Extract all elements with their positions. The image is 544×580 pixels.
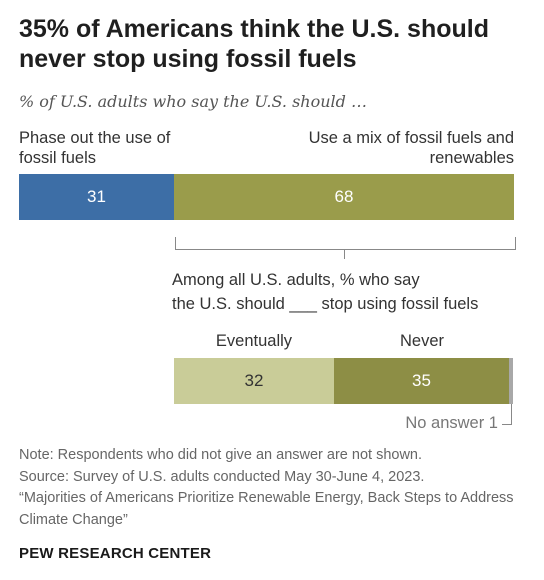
report-title-line: “Majorities of Americans Prioritize Rene… [19, 490, 514, 528]
label-phase-out: Phase out the use of fossil fuels [19, 129, 171, 167]
chart-subtitle: % of U.S. adults who say the U.S. should… [19, 92, 367, 111]
label-mix: Use a mix of fossil fuels and renewables [308, 129, 514, 167]
bar-eventually: 32 [174, 358, 334, 404]
bar-mix-value: 68 [334, 187, 354, 206]
label-eventually: Eventually [215, 332, 293, 350]
bar-never: 35 [334, 358, 509, 404]
sub-question-line2: the U.S. should ___ stop using fossil fu… [172, 295, 479, 313]
no-answer-leader [511, 404, 512, 425]
mix-bracket [175, 237, 516, 250]
label-no-answer: No answer 1 [405, 414, 498, 432]
label-never: Never [399, 332, 444, 350]
sub-question-line1: Among all U.S. adults, % who say [172, 271, 420, 289]
bar-mix: 68 [174, 174, 514, 220]
brand-logo-text: PEW RESEARCH CENTER [19, 545, 212, 562]
chart-title: 35% of Americans think the U.S. should n… [19, 15, 489, 73]
source-line: Source: Survey of U.S. adults conducted … [19, 468, 425, 485]
bar-eventually-value: 32 [244, 371, 264, 390]
no-answer-leader-foot [502, 424, 512, 425]
note-line: Note: Respondents who did not give an an… [19, 447, 423, 463]
bracket-tick [344, 249, 345, 259]
bar-phase-out-value: 31 [87, 187, 106, 206]
bar-no-answer [509, 358, 513, 404]
source-note: Note: Respondents who did not give an an… [19, 445, 534, 531]
sub-question: Among all U.S. adults, % who say the U.S… [172, 268, 532, 316]
bar-phase-out: 31 [19, 174, 174, 220]
bar-never-value: 35 [412, 371, 431, 390]
